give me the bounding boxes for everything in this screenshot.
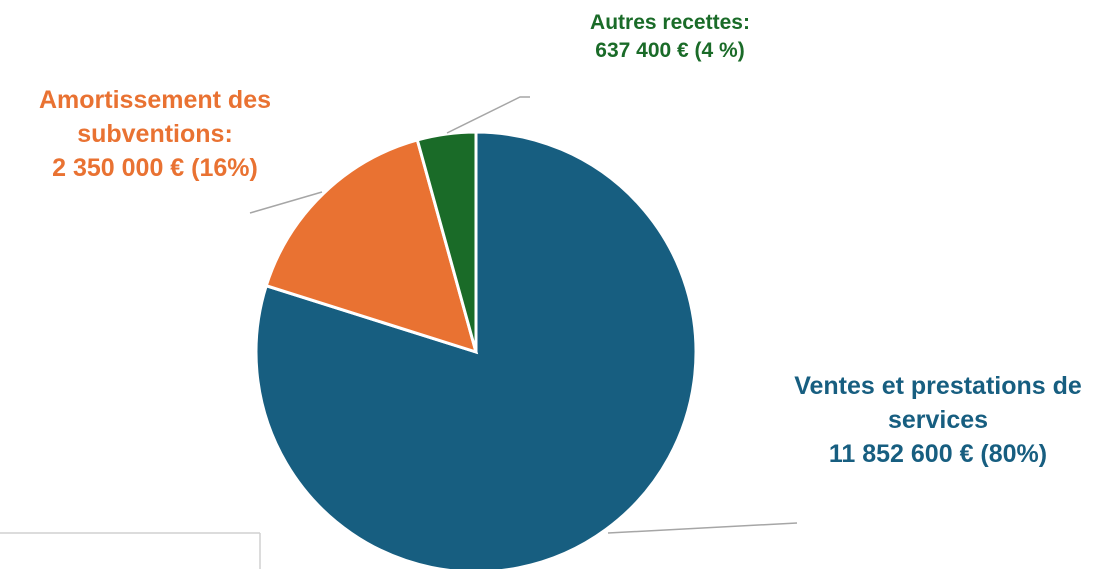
leader-line (446, 96, 530, 134)
slice-name: Autres recettes: (590, 11, 750, 34)
data-label: Amortissement des subventions: 2 350 000 … (10, 84, 300, 185)
legend-box (0, 532, 261, 569)
slice-value: 2 350 000 € (16%) (52, 153, 258, 182)
pie-slice (264, 138, 479, 355)
data-label: Ventes et prestations de services 11 852 … (780, 370, 1094, 471)
slice-value: 11 852 600 € (80%) (828, 439, 1048, 468)
leader-line (607, 522, 798, 534)
pie-slice (415, 130, 478, 353)
slice-name: Amortissement des subventions: (38, 86, 272, 148)
slice-value: 637 400 € (4 %) (595, 39, 745, 63)
leader-line (249, 191, 323, 214)
slice-name: Ventes et prestations de services (794, 372, 1082, 434)
data-label: Autres recettes: 637 400 € (4 %) (545, 9, 795, 66)
